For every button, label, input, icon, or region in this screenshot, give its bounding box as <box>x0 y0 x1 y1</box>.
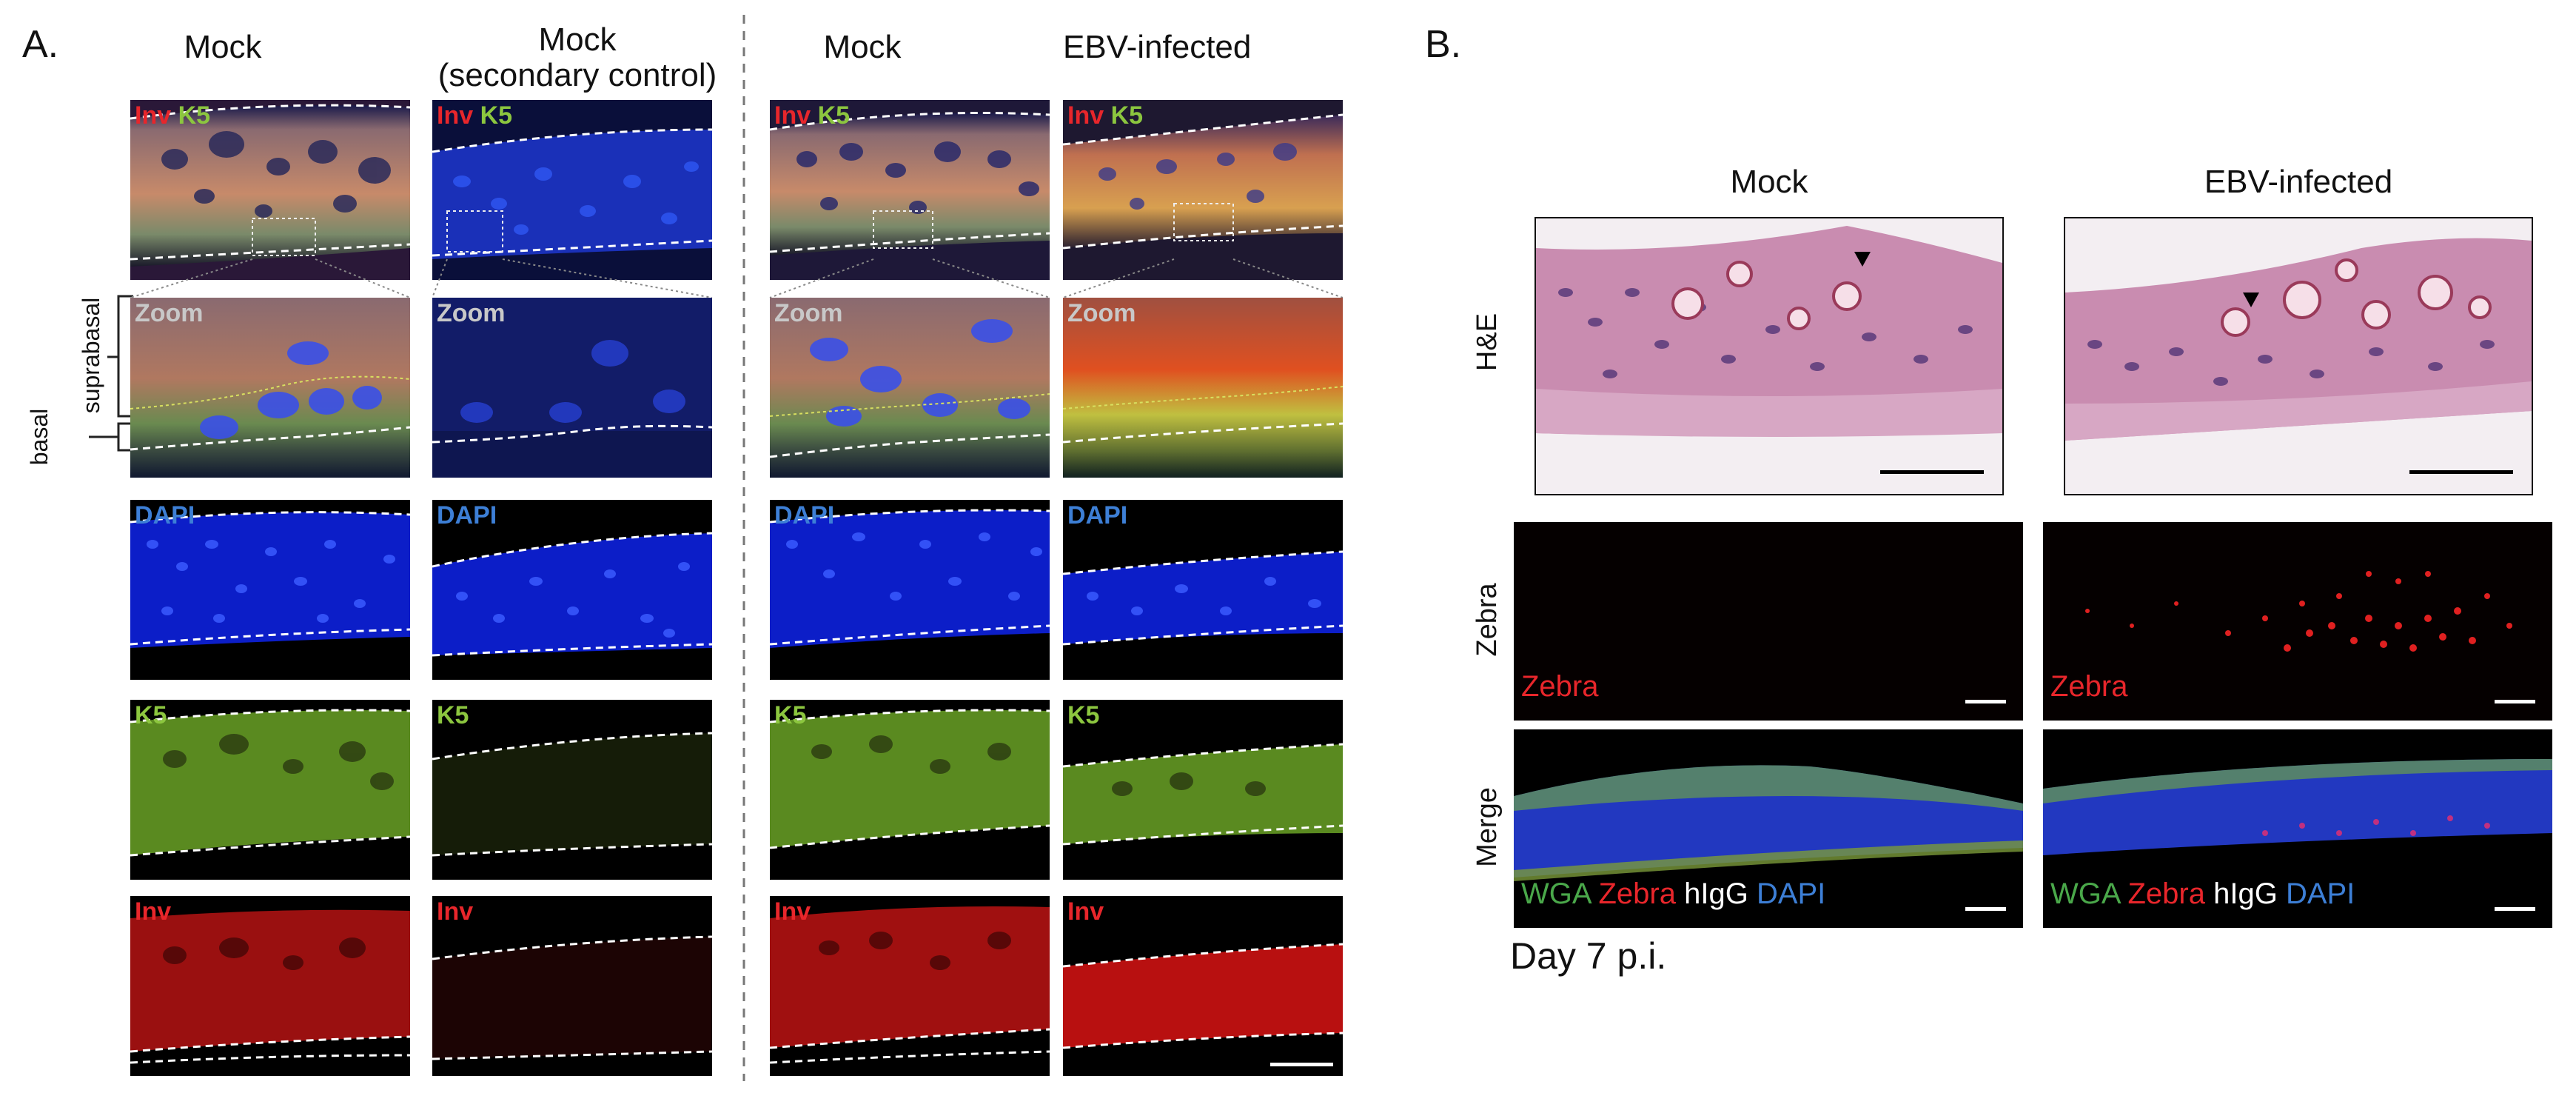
tile-a-overlay-secondary: Inv K5 <box>432 100 712 280</box>
col-title-mock-2: Mock <box>823 29 902 65</box>
tile-b-he-ebv <box>2064 217 2533 495</box>
tile-a-overlay-mock-1: Inv K5 <box>130 100 410 280</box>
tile-a-k5-mock-2-label: K5 <box>774 701 807 729</box>
col-title-mock-secondary-line1: Mock <box>538 21 617 58</box>
tile-b-zebra-mock-label: Zebra <box>1521 670 1599 703</box>
tile-a-zoom-ebv: Zoom <box>1063 298 1343 478</box>
col-title-b-mock: Mock <box>1730 164 1808 200</box>
tile-a-k5-mock-1-label: K5 <box>135 701 167 729</box>
tile-a-dapi-mock-2: DAPI <box>770 500 1050 680</box>
scale-bar-b-zebra-mock <box>1965 700 2006 703</box>
row-label-basal: basal <box>26 408 53 466</box>
tile-a-k5-mock-1: K5 <box>130 700 410 880</box>
tile-b-merge-mock-label: WGA Zebra hIgG DAPI <box>1521 878 1826 910</box>
panel-b-letter: B. <box>1425 23 1462 66</box>
tile-a-inv-mock-2-label: Inv <box>774 898 811 926</box>
tile-b-zebra-ebv-label: Zebra <box>2050 670 2128 703</box>
tile-a-dapi-mock-1: DAPI <box>130 500 410 680</box>
tile-a-inv-mock-1: Inv <box>130 896 410 1076</box>
tile-a-dapi-ebv-label: DAPI <box>1067 501 1128 529</box>
tile-a-k5-ebv-label: K5 <box>1067 701 1100 729</box>
tile-a-inv-mock-2: Inv <box>770 896 1050 1076</box>
tile-a-zoom-mock-1-label: Zoom <box>135 299 204 327</box>
scale-bar-b-merge-ebv <box>2495 907 2535 911</box>
tile-a-overlay-mock-2-label: Inv K5 <box>774 101 851 130</box>
tile-a-inv-ebv-label: Inv <box>1067 898 1104 926</box>
row-label-he: H&E <box>1472 312 1503 372</box>
tile-a-dapi-ebv: DAPI <box>1063 500 1343 680</box>
tile-a-k5-ebv: K5 <box>1063 700 1343 880</box>
tile-a-zoom-secondary-label: Zoom <box>437 299 506 327</box>
col-title-mock-secondary: Mock (secondary control) <box>415 22 740 93</box>
row-label-zebra: Zebra <box>1472 583 1503 657</box>
col-title-mock-1: Mock <box>184 29 262 65</box>
tile-a-zoom-mock-1: Zoom <box>130 298 410 478</box>
tile-b-zebra-mock: Zebra <box>1514 522 2023 721</box>
tile-a-overlay-mock-1-label: Inv K5 <box>135 101 211 130</box>
row-label-merge: Merge <box>1472 787 1503 867</box>
tile-a-zoom-mock-2-label: Zoom <box>774 299 843 327</box>
tile-a-dapi-mock-2-label: DAPI <box>774 501 835 529</box>
row-label-suprabasal: suprabasal <box>78 297 104 414</box>
scale-bar-b-merge-mock <box>1965 907 2006 911</box>
scale-bar-b-zebra-ebv <box>2495 700 2535 703</box>
tile-a-overlay-mock-2: Inv K5 <box>770 100 1050 280</box>
tile-a-overlay-ebv-label: Inv K5 <box>1067 101 1144 130</box>
tile-a-inv-secondary: Inv <box>432 896 712 1076</box>
layer-bracket <box>89 295 133 452</box>
panel-a-separator <box>742 15 745 1081</box>
tile-a-inv-secondary-label: Inv <box>437 898 474 926</box>
scale-bar-a <box>1270 1063 1333 1066</box>
tile-a-zoom-mock-2: Zoom <box>770 298 1050 478</box>
tile-b-merge-ebv-label: WGA Zebra hIgG DAPI <box>2050 878 2355 910</box>
tile-a-inv-mock-1-label: Inv <box>135 898 172 926</box>
col-title-b-ebv: EBV-infected <box>2204 164 2393 200</box>
zoom-connectors <box>130 258 1344 298</box>
tile-a-zoom-ebv-label: Zoom <box>1067 299 1136 327</box>
panel-b-footer: Day 7 p.i. <box>1510 935 1667 977</box>
tile-a-zoom-secondary: Zoom <box>432 298 712 478</box>
tile-a-k5-secondary-label: K5 <box>437 701 469 729</box>
tile-a-inv-ebv: Inv <box>1063 896 1343 1076</box>
tile-b-zebra-ebv: Zebra <box>2043 522 2552 721</box>
col-title-mock-secondary-line2: (secondary control) <box>437 57 717 93</box>
tile-b-merge-ebv: WGA Zebra hIgG DAPI <box>2043 729 2552 928</box>
tile-a-dapi-secondary-label: DAPI <box>437 501 497 529</box>
tile-a-dapi-mock-1-label: DAPI <box>135 501 195 529</box>
col-title-ebv: EBV-infected <box>1063 29 1252 65</box>
tile-a-overlay-ebv: Inv K5 <box>1063 100 1343 280</box>
tile-a-k5-secondary: K5 <box>432 700 712 880</box>
tile-a-dapi-secondary: DAPI <box>432 500 712 680</box>
tile-b-merge-mock: WGA Zebra hIgG DAPI <box>1514 729 2023 928</box>
tile-a-k5-mock-2: K5 <box>770 700 1050 880</box>
panel-a-letter: A. <box>22 23 59 66</box>
tile-a-overlay-secondary-label: Inv K5 <box>437 101 513 130</box>
tile-b-he-mock <box>1534 217 2004 495</box>
